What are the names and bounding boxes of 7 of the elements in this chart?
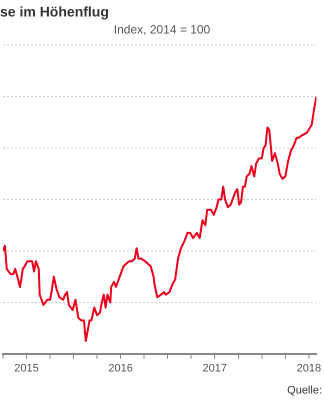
x-tick-label: 2015: [14, 362, 39, 374]
chart-title: se im Höhenflug: [0, 3, 109, 20]
chart-subtitle: Index, 2014 = 100: [114, 22, 211, 36]
x-tick-label: 2017: [202, 362, 227, 374]
x-tick-label: 2018: [296, 362, 322, 374]
x-tick-label: 2016: [108, 362, 133, 374]
source-note: Quelle:: [287, 384, 322, 397]
